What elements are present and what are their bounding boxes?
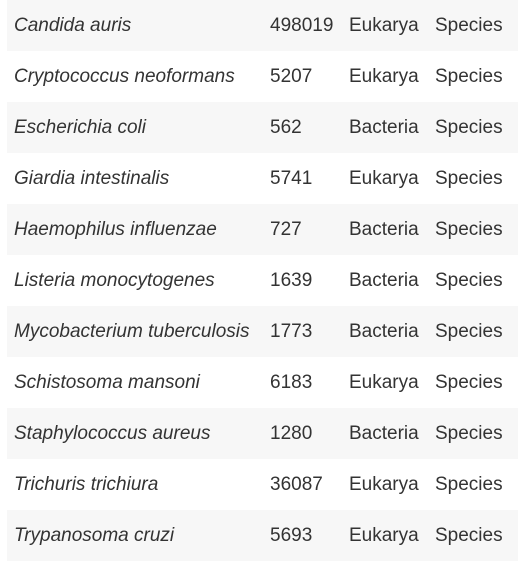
domain-cell: Eukarya: [349, 51, 435, 102]
rank-cell: Species: [435, 0, 518, 51]
rank-cell: Species: [435, 153, 518, 204]
table-row: Escherichia coli 562 Bacteria Species: [7, 102, 518, 153]
rank-cell: Species: [435, 510, 518, 561]
table-row: Candida auris 498019 Eukarya Species: [7, 0, 518, 51]
rank-cell: Species: [435, 357, 518, 408]
table-row: Schistosoma mansoni 6183 Eukarya Species: [7, 357, 518, 408]
taxon-id-cell: 5741: [270, 153, 349, 204]
table-row: Trichuris trichiura 36087 Eukarya Specie…: [7, 459, 518, 510]
organism-name-cell: Listeria monocytogenes: [7, 255, 270, 306]
organism-table-body: Candida auris 498019 Eukarya Species Cry…: [7, 0, 518, 561]
taxon-id-cell: 6183: [270, 357, 349, 408]
organism-name-cell: Schistosoma mansoni: [7, 357, 270, 408]
organism-name-cell: Candida auris: [7, 0, 270, 51]
table-row: Cryptococcus neoformans 5207 Eukarya Spe…: [7, 51, 518, 102]
domain-cell: Bacteria: [349, 204, 435, 255]
taxon-id-cell: 562: [270, 102, 349, 153]
organism-table: Candida auris 498019 Eukarya Species Cry…: [7, 0, 518, 561]
domain-cell: Eukarya: [349, 0, 435, 51]
rank-cell: Species: [435, 255, 518, 306]
domain-cell: Bacteria: [349, 306, 435, 357]
table-row: Staphylococcus aureus 1280 Bacteria Spec…: [7, 408, 518, 459]
taxon-id-cell: 5207: [270, 51, 349, 102]
organism-name-cell: Giardia intestinalis: [7, 153, 270, 204]
organism-name-cell: Haemophilus influenzae: [7, 204, 270, 255]
taxon-id-cell: 498019: [270, 0, 349, 51]
rank-cell: Species: [435, 459, 518, 510]
rank-cell: Species: [435, 102, 518, 153]
organism-name-cell: Cryptococcus neoformans: [7, 51, 270, 102]
rank-cell: Species: [435, 204, 518, 255]
taxon-id-cell: 36087: [270, 459, 349, 510]
taxon-id-cell: 727: [270, 204, 349, 255]
organism-name-cell: Trypanosoma cruzi: [7, 510, 270, 561]
taxon-id-cell: 1773: [270, 306, 349, 357]
domain-cell: Bacteria: [349, 255, 435, 306]
domain-cell: Eukarya: [349, 153, 435, 204]
taxon-id-cell: 1280: [270, 408, 349, 459]
rank-cell: Species: [435, 51, 518, 102]
domain-cell: Eukarya: [349, 357, 435, 408]
domain-cell: Eukarya: [349, 459, 435, 510]
taxon-id-cell: 5693: [270, 510, 349, 561]
domain-cell: Bacteria: [349, 102, 435, 153]
table-row: Trypanosoma cruzi 5693 Eukarya Species: [7, 510, 518, 561]
rank-cell: Species: [435, 408, 518, 459]
organism-name-cell: Staphylococcus aureus: [7, 408, 270, 459]
taxon-id-cell: 1639: [270, 255, 349, 306]
table-row: Haemophilus influenzae 727 Bacteria Spec…: [7, 204, 518, 255]
table-row: Listeria monocytogenes 1639 Bacteria Spe…: [7, 255, 518, 306]
organism-name-cell: Trichuris trichiura: [7, 459, 270, 510]
table-row: Mycobacterium tuberculosis 1773 Bacteria…: [7, 306, 518, 357]
rank-cell: Species: [435, 306, 518, 357]
organism-name-cell: Mycobacterium tuberculosis: [7, 306, 270, 357]
domain-cell: Eukarya: [349, 510, 435, 561]
table-row: Giardia intestinalis 5741 Eukarya Specie…: [7, 153, 518, 204]
organism-name-cell: Escherichia coli: [7, 102, 270, 153]
domain-cell: Bacteria: [349, 408, 435, 459]
